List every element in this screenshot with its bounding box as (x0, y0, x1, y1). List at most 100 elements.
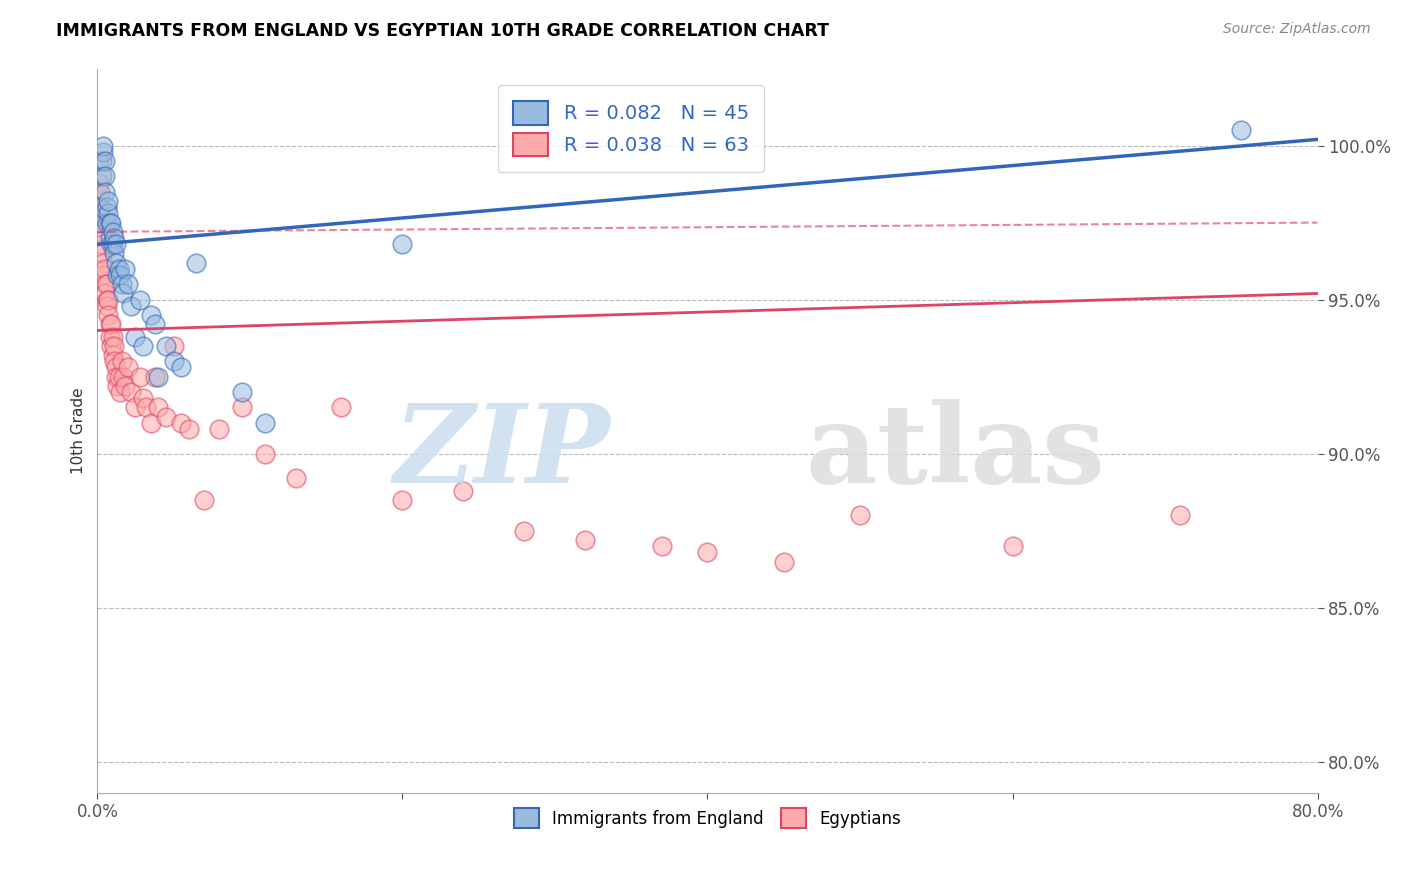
Point (93, 138, 115, 153)
Point (87, 153, 110, 168)
Point (96, 299, 118, 313)
Point (105, 379, 128, 393)
Point (97, 206, 120, 220)
Point (90, 153, 112, 168)
Point (103, 231, 125, 245)
Point (1230, 123, 1253, 137)
Point (162, 339, 184, 353)
Point (135, 401, 157, 415)
Point (87, 176, 110, 190)
Point (93, 145, 115, 159)
Point (93, 246, 115, 260)
Point (124, 329, 146, 343)
Point (111, 354, 134, 368)
Point (114, 379, 136, 393)
Point (89, 185, 111, 199)
Point (330, 401, 353, 415)
Point (574, 533, 596, 547)
Point (98, 329, 121, 343)
Text: atlas: atlas (806, 399, 1105, 506)
Point (143, 369, 166, 384)
Point (101, 237, 124, 252)
Point (89, 206, 111, 220)
Point (90, 225, 112, 239)
Point (254, 447, 277, 461)
Point (120, 299, 142, 313)
Point (98, 231, 121, 245)
Point (114, 261, 136, 276)
Point (101, 225, 124, 239)
Point (129, 293, 152, 307)
Point (90, 216, 112, 230)
Point (284, 471, 307, 485)
Point (193, 492, 215, 507)
Point (97, 194, 120, 208)
Text: Source: ZipAtlas.com: Source: ZipAtlas.com (1223, 22, 1371, 37)
Point (148, 369, 170, 384)
Text: ZIP: ZIP (394, 399, 610, 506)
Point (93, 255, 115, 269)
Point (208, 422, 231, 436)
Text: IMMIGRANTS FROM ENGLAND VS EGYPTIAN 10TH GRADE CORRELATION CHART: IMMIGRANTS FROM ENGLAND VS EGYPTIAN 10TH… (56, 22, 830, 40)
Point (1168, 508, 1191, 523)
Point (112, 286, 135, 301)
Point (101, 348, 124, 362)
Point (513, 524, 536, 538)
Point (98, 318, 121, 332)
Point (170, 416, 193, 430)
Point (117, 277, 139, 292)
Point (104, 360, 127, 375)
Point (94, 261, 117, 276)
Point (254, 416, 277, 430)
Point (124, 401, 146, 415)
Point (231, 385, 253, 400)
Point (97, 308, 120, 322)
Point (772, 555, 794, 569)
Point (104, 255, 127, 269)
Point (104, 369, 127, 384)
Point (129, 369, 152, 384)
Point (132, 391, 155, 405)
Point (155, 409, 177, 424)
Legend: Immigrants from England, Egyptians: Immigrants from England, Egyptians (508, 801, 907, 835)
Point (107, 261, 129, 276)
Point (96, 293, 118, 307)
Point (112, 369, 135, 384)
Point (148, 401, 170, 415)
Point (849, 508, 872, 523)
Point (132, 339, 155, 353)
Point (155, 339, 177, 353)
Point (96, 216, 118, 230)
Point (104, 237, 127, 252)
Point (94, 169, 117, 184)
Point (94, 153, 117, 168)
Point (94, 185, 117, 199)
Point (139, 308, 162, 322)
Point (170, 360, 193, 375)
Point (90, 237, 112, 252)
Point (453, 483, 475, 498)
Y-axis label: 10th Grade: 10th Grade (72, 387, 86, 474)
Point (96, 277, 118, 292)
Point (105, 268, 128, 282)
Point (93, 268, 115, 282)
Point (94, 277, 117, 292)
Point (100, 318, 122, 332)
Point (94, 286, 117, 301)
Point (651, 539, 673, 553)
Point (100, 339, 122, 353)
Point (90, 169, 112, 184)
Point (97, 293, 120, 307)
Point (110, 385, 132, 400)
Point (100, 237, 122, 252)
Point (103, 354, 125, 368)
Point (177, 422, 200, 436)
Point (231, 401, 253, 415)
Point (87, 216, 110, 230)
Point (96, 200, 118, 214)
Point (696, 545, 718, 559)
Point (162, 354, 184, 368)
Point (103, 339, 125, 353)
Point (1001, 539, 1024, 553)
Point (143, 318, 166, 332)
